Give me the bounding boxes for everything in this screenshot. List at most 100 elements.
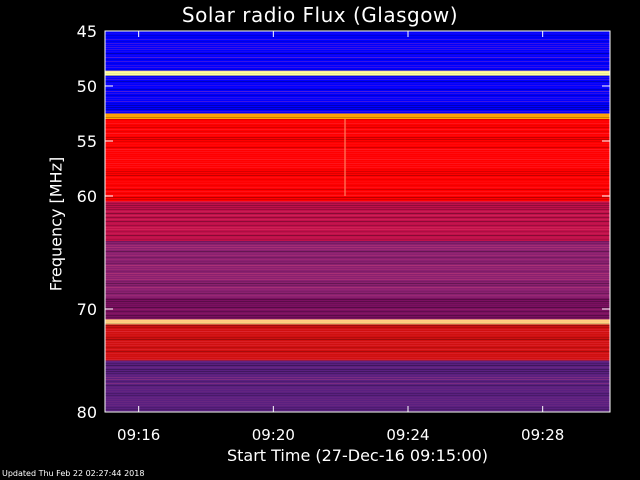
texture-line (105, 205, 610, 206)
texture-line (105, 299, 610, 300)
texture-line (105, 277, 610, 278)
texture-line (105, 69, 610, 70)
texture-line (105, 133, 610, 134)
texture-line (105, 373, 610, 374)
y-tick-label: 50 (77, 77, 97, 96)
x-axis-ticks: 09:16 09:20 09:24 09:28 (117, 31, 564, 444)
band-8 (105, 319, 610, 325)
texture-line (105, 145, 610, 146)
texture-line (105, 163, 610, 164)
texture-line (105, 139, 610, 140)
band-2 (105, 75, 610, 114)
texture-line (105, 87, 610, 88)
texture-line (105, 167, 610, 168)
texture-line (105, 257, 610, 258)
texture-line (105, 349, 610, 350)
texture-line (105, 251, 610, 252)
texture-line (105, 177, 610, 178)
texture-line (105, 191, 610, 192)
texture-line (105, 223, 610, 224)
texture-line (105, 363, 610, 364)
texture-line (105, 315, 610, 316)
texture-line (105, 105, 610, 106)
texture-line (105, 85, 610, 86)
texture-line (105, 51, 610, 52)
texture-line (105, 245, 610, 246)
texture-line (105, 137, 610, 138)
texture-line (105, 209, 610, 210)
texture-line (105, 289, 610, 290)
texture-line (105, 239, 610, 240)
texture-line (105, 403, 610, 404)
texture-line (105, 37, 610, 38)
texture-line (105, 333, 610, 334)
texture-line (105, 405, 610, 406)
chart-title: Solar radio Flux (Glasgow) (181, 3, 459, 27)
texture-line (105, 97, 610, 98)
texture-line (105, 287, 610, 288)
band-7 (105, 297, 610, 320)
texture-line (105, 143, 610, 144)
texture-line (105, 227, 610, 228)
texture-line (105, 221, 610, 222)
texture-line (105, 235, 610, 236)
texture-line (105, 249, 610, 250)
y-tick-label: 70 (77, 300, 97, 319)
texture-line (105, 165, 610, 166)
y-tick-label: 45 (77, 22, 97, 41)
texture-line (105, 391, 610, 392)
band-1 (105, 70, 610, 76)
texture-line (105, 389, 610, 390)
texture-line (105, 125, 610, 126)
texture-line (105, 111, 610, 112)
spectrogram-texture (105, 31, 610, 412)
texture-line (105, 219, 610, 220)
texture-line (105, 267, 610, 268)
texture-line (105, 171, 610, 172)
texture-line (105, 393, 610, 394)
texture-line (105, 129, 610, 130)
texture-line (105, 155, 610, 156)
texture-line (105, 157, 610, 158)
texture-line (105, 67, 610, 68)
texture-line (105, 233, 610, 234)
texture-line (105, 327, 610, 328)
texture-line (105, 33, 610, 34)
texture-line (105, 77, 610, 78)
texture-line (105, 345, 610, 346)
texture-line (105, 383, 610, 384)
texture-line (105, 91, 610, 92)
texture-line (105, 337, 610, 338)
texture-line (105, 275, 610, 276)
texture-line (105, 151, 610, 152)
band-9 (105, 324, 610, 361)
texture-line (105, 187, 610, 188)
texture-line (105, 261, 610, 262)
texture-line (105, 247, 610, 248)
plot-frame (104, 30, 611, 413)
texture-line (105, 371, 610, 372)
texture-line (105, 273, 610, 274)
texture-line (105, 325, 610, 326)
texture-line (105, 43, 610, 44)
texture-line (105, 185, 610, 186)
texture-line (105, 375, 610, 376)
texture-line (105, 59, 610, 60)
texture-line (105, 173, 610, 174)
texture-line (105, 99, 610, 100)
texture-line (105, 101, 610, 102)
texture-line (105, 321, 610, 322)
texture-line (105, 147, 610, 148)
texture-line (105, 175, 610, 176)
texture-line (105, 201, 610, 202)
texture-line (105, 311, 610, 312)
texture-line (105, 161, 610, 162)
texture-line (105, 215, 610, 216)
texture-line (105, 355, 610, 356)
texture-line (105, 377, 610, 378)
texture-line (105, 131, 610, 132)
texture-line (105, 347, 610, 348)
texture-line (105, 89, 610, 90)
texture-line (105, 63, 610, 64)
texture-line (105, 263, 610, 264)
